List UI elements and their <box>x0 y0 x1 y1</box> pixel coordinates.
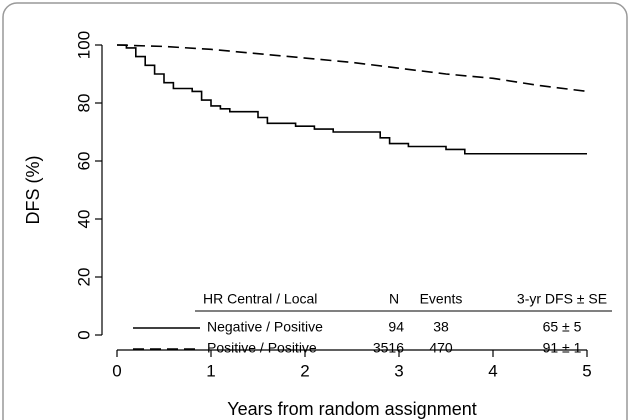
y-tick-label: 20 <box>74 268 93 287</box>
legend-events: 470 <box>429 340 453 356</box>
x-tick-label: 3 <box>394 361 403 380</box>
survival-curve <box>117 44 587 155</box>
legend-events: 38 <box>433 319 449 335</box>
legend-header: HR Central / Local <box>203 291 317 307</box>
legend-header: Events <box>420 291 463 307</box>
x-axis-label: Years from random assignment <box>227 399 476 419</box>
legend-n: 94 <box>388 319 404 335</box>
legend-n: 3516 <box>373 340 404 356</box>
y-tick-label: 80 <box>74 94 93 113</box>
survival-curve <box>116 44 588 93</box>
legend-dfs: 65 ± 5 <box>543 319 582 335</box>
y-axis-label: DFS (%) <box>23 156 43 225</box>
x-tick-label: 5 <box>582 361 591 380</box>
y-tick-label: 100 <box>74 31 93 59</box>
y-tick-label: 40 <box>74 210 93 229</box>
y-tick-label: 0 <box>74 330 93 339</box>
x-tick-label: 2 <box>300 361 309 380</box>
x-tick-label: 0 <box>112 361 121 380</box>
x-tick-label: 1 <box>206 361 215 380</box>
legend-header: 3-yr DFS ± SE <box>517 291 607 307</box>
x-tick-label: 4 <box>488 361 497 380</box>
legend-dfs: 91 ± 1 <box>543 340 582 356</box>
y-tick-label: 60 <box>74 152 93 171</box>
legend-header: N <box>389 291 399 307</box>
legend-label: Negative / Positive <box>207 319 323 335</box>
legend-label: Positive / Positive <box>207 340 317 356</box>
